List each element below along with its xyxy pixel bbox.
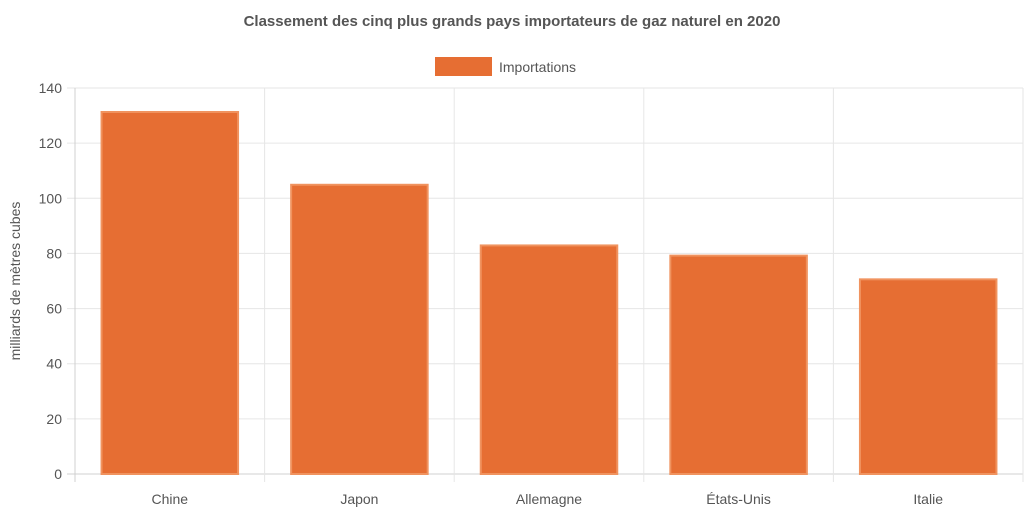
chart-title: Classement des cinq plus grands pays imp… — [244, 13, 781, 30]
bar[interactable] — [669, 254, 808, 475]
x-tick-label: Japon — [340, 491, 378, 507]
y-tick-label: 140 — [39, 80, 63, 96]
x-tick-labels: Chine Japon Allemagne États-Unis Italie — [152, 491, 944, 507]
x-tick-label: États-Unis — [706, 491, 771, 507]
legend-label-importations: Importations — [499, 59, 576, 75]
y-tick-label: 20 — [46, 411, 62, 427]
legend-swatch-importations — [435, 57, 492, 76]
y-tick-label: 60 — [46, 301, 62, 317]
y-tick-label: 120 — [39, 135, 63, 151]
y-axis-label: milliards de mètres cubes — [7, 202, 23, 361]
bars — [100, 110, 998, 475]
legend[interactable]: Importations — [435, 57, 576, 76]
x-tick-label: Chine — [152, 491, 189, 507]
bar[interactable] — [290, 183, 429, 475]
bar[interactable] — [479, 244, 619, 475]
y-tick-label: 0 — [54, 466, 62, 482]
bar[interactable] — [100, 110, 240, 475]
y-tick-label: 40 — [46, 356, 62, 372]
y-tick-labels: 0 20 40 60 80 100 120 140 — [39, 80, 63, 482]
x-tick-label: Italie — [913, 491, 943, 507]
x-tick-label: Allemagne — [516, 491, 582, 507]
y-tick-label: 80 — [46, 245, 62, 261]
y-tick-label: 100 — [39, 190, 63, 206]
bar[interactable] — [858, 278, 998, 475]
